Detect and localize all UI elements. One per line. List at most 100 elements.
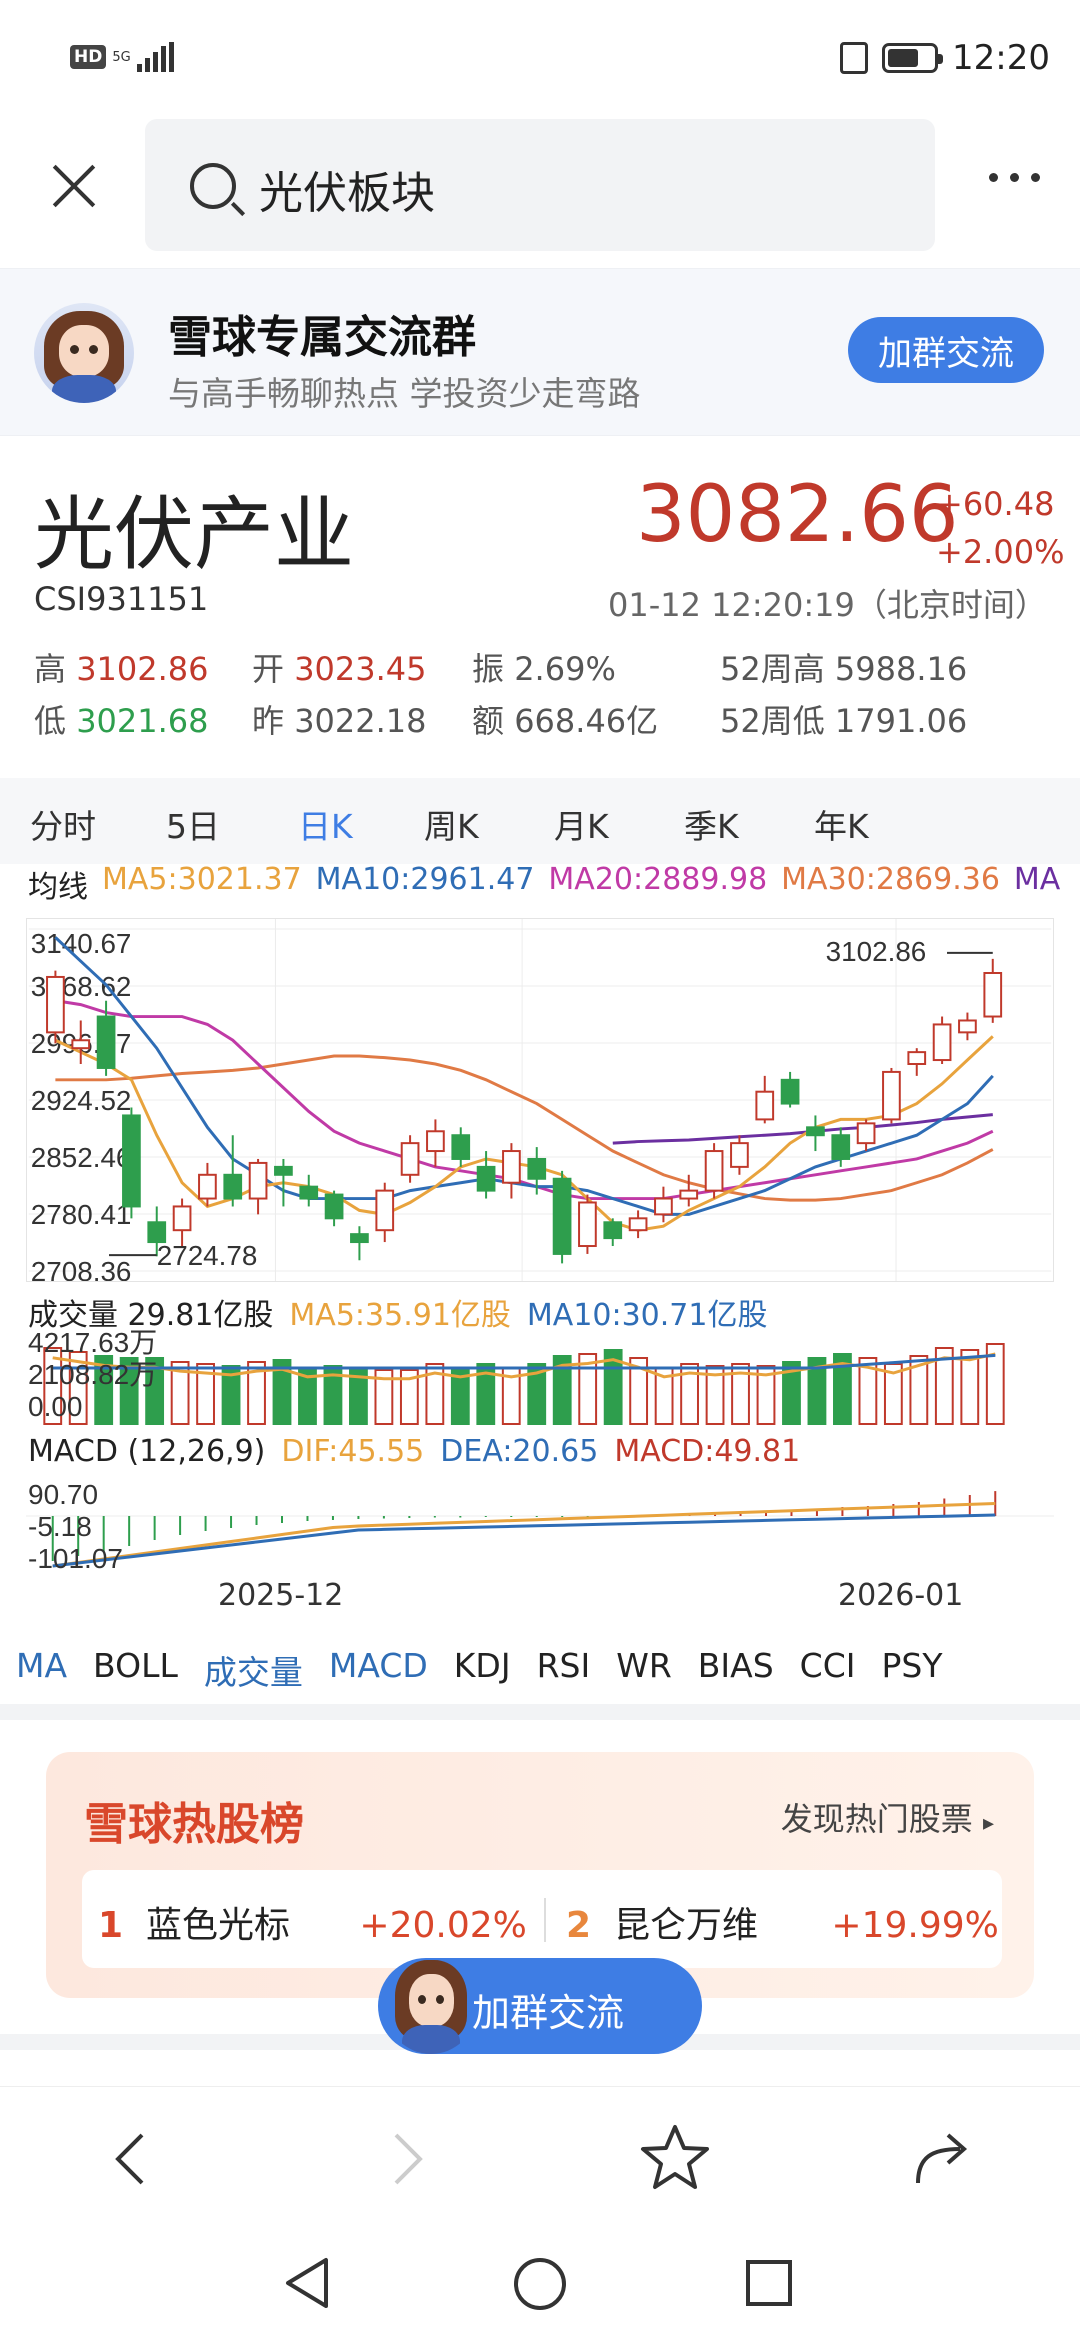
volume-bar (527, 1363, 547, 1425)
y-tick-label: 2708.36 (31, 1256, 132, 1282)
forward-icon[interactable] (388, 2131, 428, 2187)
search-icon (190, 163, 236, 209)
hot-stock-item[interactable]: 2 昆仑万维 +19.99% (566, 1905, 999, 1946)
candle-body (983, 972, 1003, 1018)
volume-bar (909, 1355, 929, 1425)
chart-period-tabs: 分时 5日 日K 周K 月K 季K 年K (0, 778, 1080, 864)
system-home-icon[interactable] (512, 2256, 568, 2312)
volume-bar (247, 1361, 266, 1425)
macd-dif-line (52, 1502, 996, 1568)
candle-body (122, 1114, 141, 1208)
indicator-tabs: MA BOLL 成交量 MACD KDJ RSI WR BIAS CCI PSY (16, 1646, 1080, 1706)
tab-monthly-k[interactable]: 月K (554, 807, 609, 846)
candle-body (552, 1177, 572, 1255)
hd-badge: HD (70, 45, 107, 69)
candle-body (527, 1157, 547, 1180)
tab-weekly-k[interactable]: 周K (424, 807, 479, 846)
candle-body (932, 1023, 952, 1062)
macd-dea-line (52, 1513, 996, 1568)
more-icon[interactable] (989, 173, 1040, 182)
volume-bar (425, 1363, 445, 1425)
macd-dif: DIF:45.55 (281, 1434, 425, 1469)
volume-bar (119, 1357, 139, 1425)
indicator-psy[interactable]: PSY (881, 1646, 943, 1685)
change-percent: +2.00% (936, 533, 1065, 571)
macd-y-tick: -5.18 (28, 1511, 92, 1542)
index-change: +60.48 +2.00% (936, 480, 1064, 576)
macd-dea: DEA:20.65 (440, 1434, 599, 1469)
floating-join-button[interactable]: 加群交流 (378, 1958, 702, 2054)
discover-hot-stocks-link[interactable]: 发现热门股票 ▸ (780, 1800, 994, 1838)
candle-body (375, 1189, 395, 1232)
indicator-ma[interactable]: MA (16, 1646, 68, 1685)
volume-bar (731, 1363, 750, 1425)
candle-body (679, 1189, 699, 1200)
indicator-cci[interactable]: CCI (799, 1646, 856, 1685)
volume-bar (196, 1363, 215, 1425)
high-label: 3102.86 (826, 936, 927, 967)
tab-quarterly-k[interactable]: 季K (684, 807, 739, 846)
promo-subtitle: 与高手畅聊热点 学投资少走弯路 (168, 374, 641, 413)
x-label-dec: 2025-12 (218, 1578, 344, 1613)
candle-body (476, 1165, 496, 1192)
search-input[interactable]: 光伏板块 (145, 119, 935, 251)
vibrate-icon (840, 42, 869, 74)
signal-icon (136, 42, 174, 72)
caret-right-icon: ▸ (982, 1811, 994, 1836)
indicator-bias[interactable]: BIAS (697, 1646, 774, 1685)
system-recents-icon[interactable] (744, 2258, 794, 2308)
share-icon[interactable] (912, 2127, 976, 2187)
indicator-macd[interactable]: MACD (328, 1646, 428, 1685)
candle-body (755, 1090, 775, 1121)
list-divider (544, 1898, 546, 1942)
tab-intraday[interactable]: 分时 (30, 807, 96, 846)
indicator-rsi[interactable]: RSI (536, 1646, 591, 1685)
indicator-kdj[interactable]: KDJ (453, 1646, 511, 1685)
indicator-wr[interactable]: WR (616, 1646, 672, 1685)
kline-chart[interactable]: 3140.673068.622996.572924.522852.462780.… (26, 918, 1054, 1282)
stat-52w-high: 52周高 5988.16 (720, 650, 968, 688)
hot-stock-item[interactable]: 1 蓝色光标 +20.02% (98, 1905, 527, 1946)
tab-daily-k[interactable]: 日K (298, 807, 353, 846)
status-bar: HD 5G 12:20 (0, 0, 1080, 115)
ma20-line (55, 999, 994, 1201)
join-group-button[interactable]: 加群交流 (848, 317, 1044, 383)
star-icon[interactable] (640, 2123, 710, 2191)
candle-body (426, 1130, 445, 1153)
tab-5day[interactable]: 5日 (166, 807, 220, 846)
stat-high: 高 3102.86 (34, 650, 209, 688)
change-value: +60.48 (936, 485, 1055, 523)
candle-body (958, 1019, 977, 1034)
system-back-icon[interactable] (282, 2256, 330, 2310)
back-icon[interactable] (112, 2131, 152, 2187)
volume-bar (807, 1357, 827, 1425)
status-right: 12:20 (840, 38, 1050, 78)
volume-bar (399, 1369, 419, 1425)
indicator-volume[interactable]: 成交量 (203, 1653, 303, 1692)
stat-amplitude: 振 2.69% (472, 650, 616, 688)
stat-open: 开 3023.45 (252, 650, 427, 688)
candle-body (831, 1134, 851, 1160)
volume-ma5: MA5:35.91亿股 (289, 1298, 511, 1333)
ma-legend: 均线 MA5:3021.37 MA10:2961.47 MA20:2889.98… (28, 862, 1060, 906)
volume-bar (374, 1369, 394, 1425)
promo-banner[interactable]: 雪球专属交流群 与高手畅聊热点 学投资少走弯路 加群交流 (0, 268, 1080, 436)
ma5-value: MA5:3021.37 (102, 862, 302, 897)
candle-body (198, 1173, 217, 1200)
system-nav-bar (0, 2226, 1080, 2340)
low-label: 2724.78 (157, 1240, 258, 1271)
macd-chart[interactable]: 90.70-5.18-101.07 (26, 1478, 1054, 1570)
avatar (386, 1952, 476, 2054)
macd-label: MACD (12,26,9) (28, 1434, 266, 1469)
candle-body (730, 1142, 749, 1168)
tab-yearly-k[interactable]: 年K (814, 807, 869, 846)
candle-body (350, 1233, 369, 1244)
volume-bar (68, 1351, 88, 1425)
indicator-boll[interactable]: BOLL (93, 1646, 178, 1685)
volume-bar (756, 1365, 776, 1425)
candle-body (71, 1039, 91, 1050)
ma20-value: MA20:2889.98 (548, 862, 768, 897)
close-icon[interactable] (48, 160, 98, 210)
volume-bar (323, 1365, 343, 1425)
